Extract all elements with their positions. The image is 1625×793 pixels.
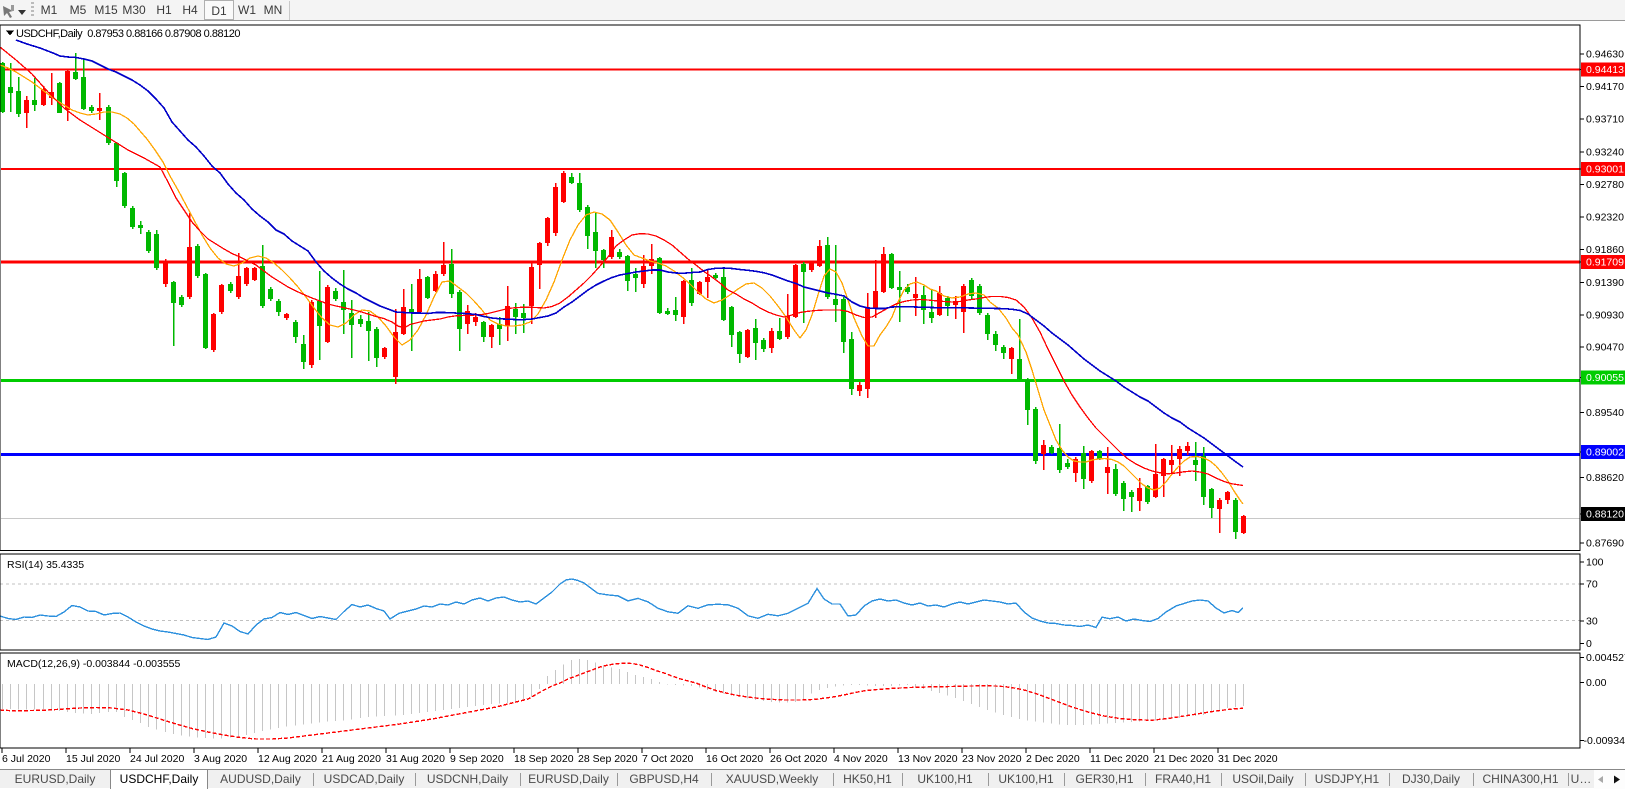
- svg-text:9 Sep 2020: 9 Sep 2020: [450, 753, 504, 765]
- svg-text:-0.009348: -0.009348: [1584, 735, 1625, 747]
- svg-text:23 Nov 2020: 23 Nov 2020: [962, 753, 1022, 765]
- svg-text:0.94413: 0.94413: [1586, 64, 1624, 76]
- svg-text:30: 30: [1586, 616, 1598, 628]
- svg-text:16 Oct 2020: 16 Oct 2020: [706, 753, 763, 765]
- svg-text:0.93710: 0.93710: [1586, 114, 1624, 126]
- svg-text:USDCHF,Daily 0.87953 0.88166: USDCHF,Daily 0.87953 0.88166 0.87908 0.8…: [16, 28, 240, 40]
- svg-text:0.94170: 0.94170: [1586, 81, 1624, 93]
- svg-text:0.93240: 0.93240: [1586, 147, 1624, 159]
- svg-text:0.87690: 0.87690: [1586, 538, 1624, 550]
- svg-text:0.90930: 0.90930: [1586, 309, 1624, 321]
- svg-text:7 Oct 2020: 7 Oct 2020: [642, 753, 694, 765]
- svg-text:0.91709: 0.91709: [1586, 257, 1624, 269]
- svg-text:0.94630: 0.94630: [1586, 49, 1624, 61]
- svg-text:MACD(12,26,9) -0.003844 -0.003: MACD(12,26,9) -0.003844 -0.003555: [7, 658, 181, 670]
- svg-text:0.88120: 0.88120: [1586, 509, 1624, 521]
- svg-text:0.91860: 0.91860: [1586, 244, 1624, 256]
- svg-text:0.92780: 0.92780: [1586, 179, 1624, 191]
- svg-text:21 Aug 2020: 21 Aug 2020: [322, 753, 381, 765]
- svg-text:70: 70: [1586, 579, 1598, 591]
- svg-text:6 Jul 2020: 6 Jul 2020: [2, 753, 51, 765]
- svg-text:28 Sep 2020: 28 Sep 2020: [578, 753, 638, 765]
- svg-text:2 Dec 2020: 2 Dec 2020: [1026, 753, 1080, 765]
- svg-text:21 Dec 2020: 21 Dec 2020: [1154, 753, 1214, 765]
- svg-text:15 Jul 2020: 15 Jul 2020: [66, 753, 120, 765]
- svg-text:100: 100: [1586, 557, 1604, 569]
- svg-text:13 Nov 2020: 13 Nov 2020: [898, 753, 958, 765]
- svg-text:RSI(14) 35.4335: RSI(14) 35.4335: [7, 559, 84, 571]
- svg-text:0.91390: 0.91390: [1586, 277, 1624, 289]
- svg-text:12 Aug 2020: 12 Aug 2020: [258, 753, 317, 765]
- svg-text:0.90470: 0.90470: [1586, 342, 1624, 354]
- svg-text:0.004527: 0.004527: [1586, 652, 1625, 664]
- svg-text:0.89540: 0.89540: [1586, 407, 1624, 419]
- svg-text:0.00: 0.00: [1586, 677, 1607, 689]
- svg-text:24 Jul 2020: 24 Jul 2020: [130, 753, 184, 765]
- svg-text:0.88620: 0.88620: [1586, 472, 1624, 484]
- svg-text:11 Dec 2020: 11 Dec 2020: [1090, 753, 1149, 765]
- svg-text:0.89002: 0.89002: [1586, 447, 1624, 459]
- svg-text:0: 0: [1586, 638, 1592, 650]
- svg-text:31 Dec 2020: 31 Dec 2020: [1218, 753, 1278, 765]
- svg-text:3 Aug 2020: 3 Aug 2020: [194, 753, 247, 765]
- svg-text:26 Oct 2020: 26 Oct 2020: [770, 753, 827, 765]
- svg-text:0.93001: 0.93001: [1586, 164, 1624, 176]
- svg-text:18 Sep 2020: 18 Sep 2020: [514, 753, 574, 765]
- svg-text:0.90055: 0.90055: [1586, 372, 1624, 384]
- svg-text:0.92320: 0.92320: [1586, 211, 1624, 223]
- svg-text:4 Nov 2020: 4 Nov 2020: [834, 753, 888, 765]
- svg-text:31 Aug 2020: 31 Aug 2020: [386, 753, 445, 765]
